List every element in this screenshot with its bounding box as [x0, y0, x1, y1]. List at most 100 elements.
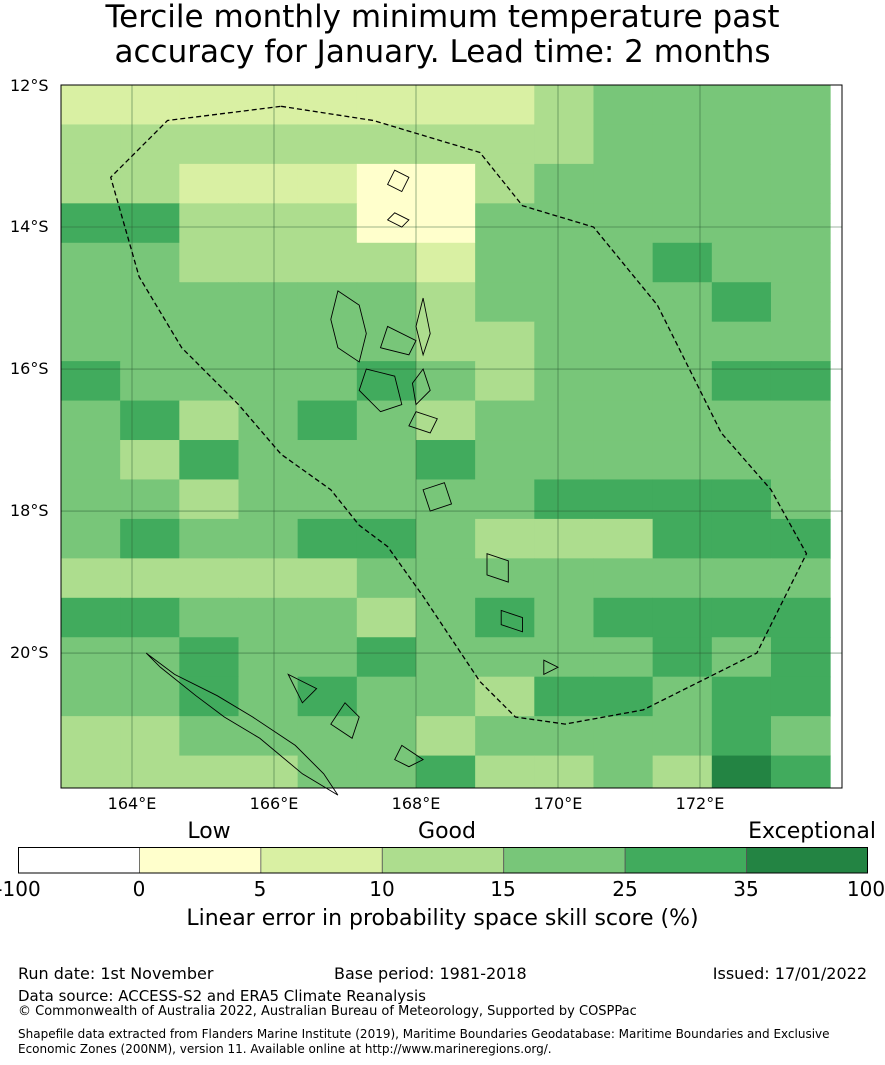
grid-cell: [297, 637, 358, 678]
grid-cell: [179, 203, 239, 244]
grid-cell: [770, 755, 831, 789]
grid-cell: [534, 163, 594, 204]
grid-cell: [593, 400, 654, 441]
grid-cell: [652, 518, 713, 559]
lat-label-12s: 12°S: [10, 76, 49, 95]
lon-label-164e: 164°E: [107, 794, 157, 813]
grid-cell: [652, 321, 713, 362]
grid-cell: [238, 400, 299, 441]
grid-cell: [120, 282, 180, 323]
grid-cell: [179, 400, 239, 441]
grid-cell: [415, 85, 476, 125]
grid-cell: [238, 676, 299, 717]
island-outline: [386, 169, 410, 193]
colorbar-segment: [139, 847, 262, 874]
grid-cell: [475, 242, 535, 283]
island-outline: [543, 659, 560, 676]
grid-cell: [297, 203, 358, 244]
grid-cell: [297, 321, 358, 362]
grid-cell: [475, 124, 535, 165]
colorbar-tick: 15: [490, 877, 516, 901]
grid-cell: [120, 321, 180, 362]
island-outline: [145, 652, 339, 796]
grid-cell: [297, 282, 358, 323]
grid-cell: [238, 85, 299, 125]
grid-cell: [711, 85, 772, 125]
grid-cell: [652, 282, 713, 323]
grid-cell: [356, 558, 417, 599]
grid-cell: [297, 716, 358, 757]
grid-cell: [120, 124, 180, 165]
grid-cell: [61, 676, 121, 717]
coastlines: [145, 169, 560, 796]
island-outline: [415, 297, 431, 357]
lat-label-14s: 14°S: [10, 217, 49, 236]
grid-cell: [593, 203, 654, 244]
grid-cell: [356, 676, 417, 717]
grid-cell: [179, 755, 239, 789]
grid-cell: [356, 755, 417, 789]
grid-cell: [297, 400, 358, 441]
grid-cell: [711, 163, 772, 204]
grid-cell: [238, 440, 299, 480]
grid-cell: [593, 85, 654, 125]
grid-cell: [770, 676, 831, 717]
grid-cell: [238, 479, 299, 520]
grid-cell: [534, 203, 594, 244]
colorbar-tick: 5: [253, 877, 267, 901]
grid-cell: [238, 361, 299, 402]
grid-cell: [593, 637, 654, 678]
grid-cell: [711, 400, 772, 441]
grid-cell: [475, 558, 535, 599]
island-outline: [330, 702, 360, 739]
grid-cell: [475, 716, 535, 757]
grid-cell: [770, 282, 831, 323]
grid-cell: [356, 400, 417, 441]
colorbar-tick: 10: [369, 877, 395, 901]
grid-cell: [475, 203, 535, 244]
grid-cell: [120, 755, 180, 789]
grid-cell: [475, 755, 535, 789]
shapefile-note: Shapefile data extracted from Flanders M…: [18, 1027, 830, 1056]
colorbar-segment: [503, 847, 626, 874]
grid-cell: [356, 321, 417, 362]
grid-cell: [652, 242, 713, 283]
grid-cell: [770, 242, 831, 283]
grid-cell: [593, 440, 654, 480]
colorbar-segment: [260, 847, 383, 874]
grid-cell: [652, 558, 713, 599]
grid-cell: [415, 479, 476, 520]
colorbar-segment: [381, 847, 505, 874]
grid-cell: [61, 321, 121, 362]
grid-cell: [593, 558, 654, 599]
grid-cell: [711, 755, 772, 789]
grid-cell: [297, 124, 358, 165]
grid-cell: [120, 242, 180, 283]
grid-cell: [652, 676, 713, 717]
grid-cell: [61, 597, 121, 638]
data-source: Data source: ACCESS-S2 and ERA5 Climate …: [18, 987, 426, 1005]
grid-cell: [711, 676, 772, 717]
grid-cell: [61, 755, 121, 789]
grid-cell: [593, 676, 654, 717]
grid-cell: [534, 637, 594, 678]
grid-cell: [415, 203, 476, 244]
grid-cell: [120, 597, 180, 638]
grid-cell: [415, 163, 476, 204]
grid-cell: [61, 203, 121, 244]
grid-cell: [711, 124, 772, 165]
category-low: Low: [187, 819, 231, 844]
grid-cell: [61, 400, 121, 441]
grid-cell: [652, 85, 713, 125]
grid-cell: [770, 479, 831, 520]
grid-cell: [238, 321, 299, 362]
grid-cell: [179, 637, 239, 678]
lat-label-18s: 18°S: [10, 501, 49, 520]
grid-cell: [711, 558, 772, 599]
island-outline: [330, 290, 367, 363]
grid-cell: [593, 518, 654, 559]
grid-cell: [475, 479, 535, 520]
island-outline: [358, 368, 403, 413]
grid-cell: [120, 400, 180, 441]
grid-cell: [770, 440, 831, 480]
